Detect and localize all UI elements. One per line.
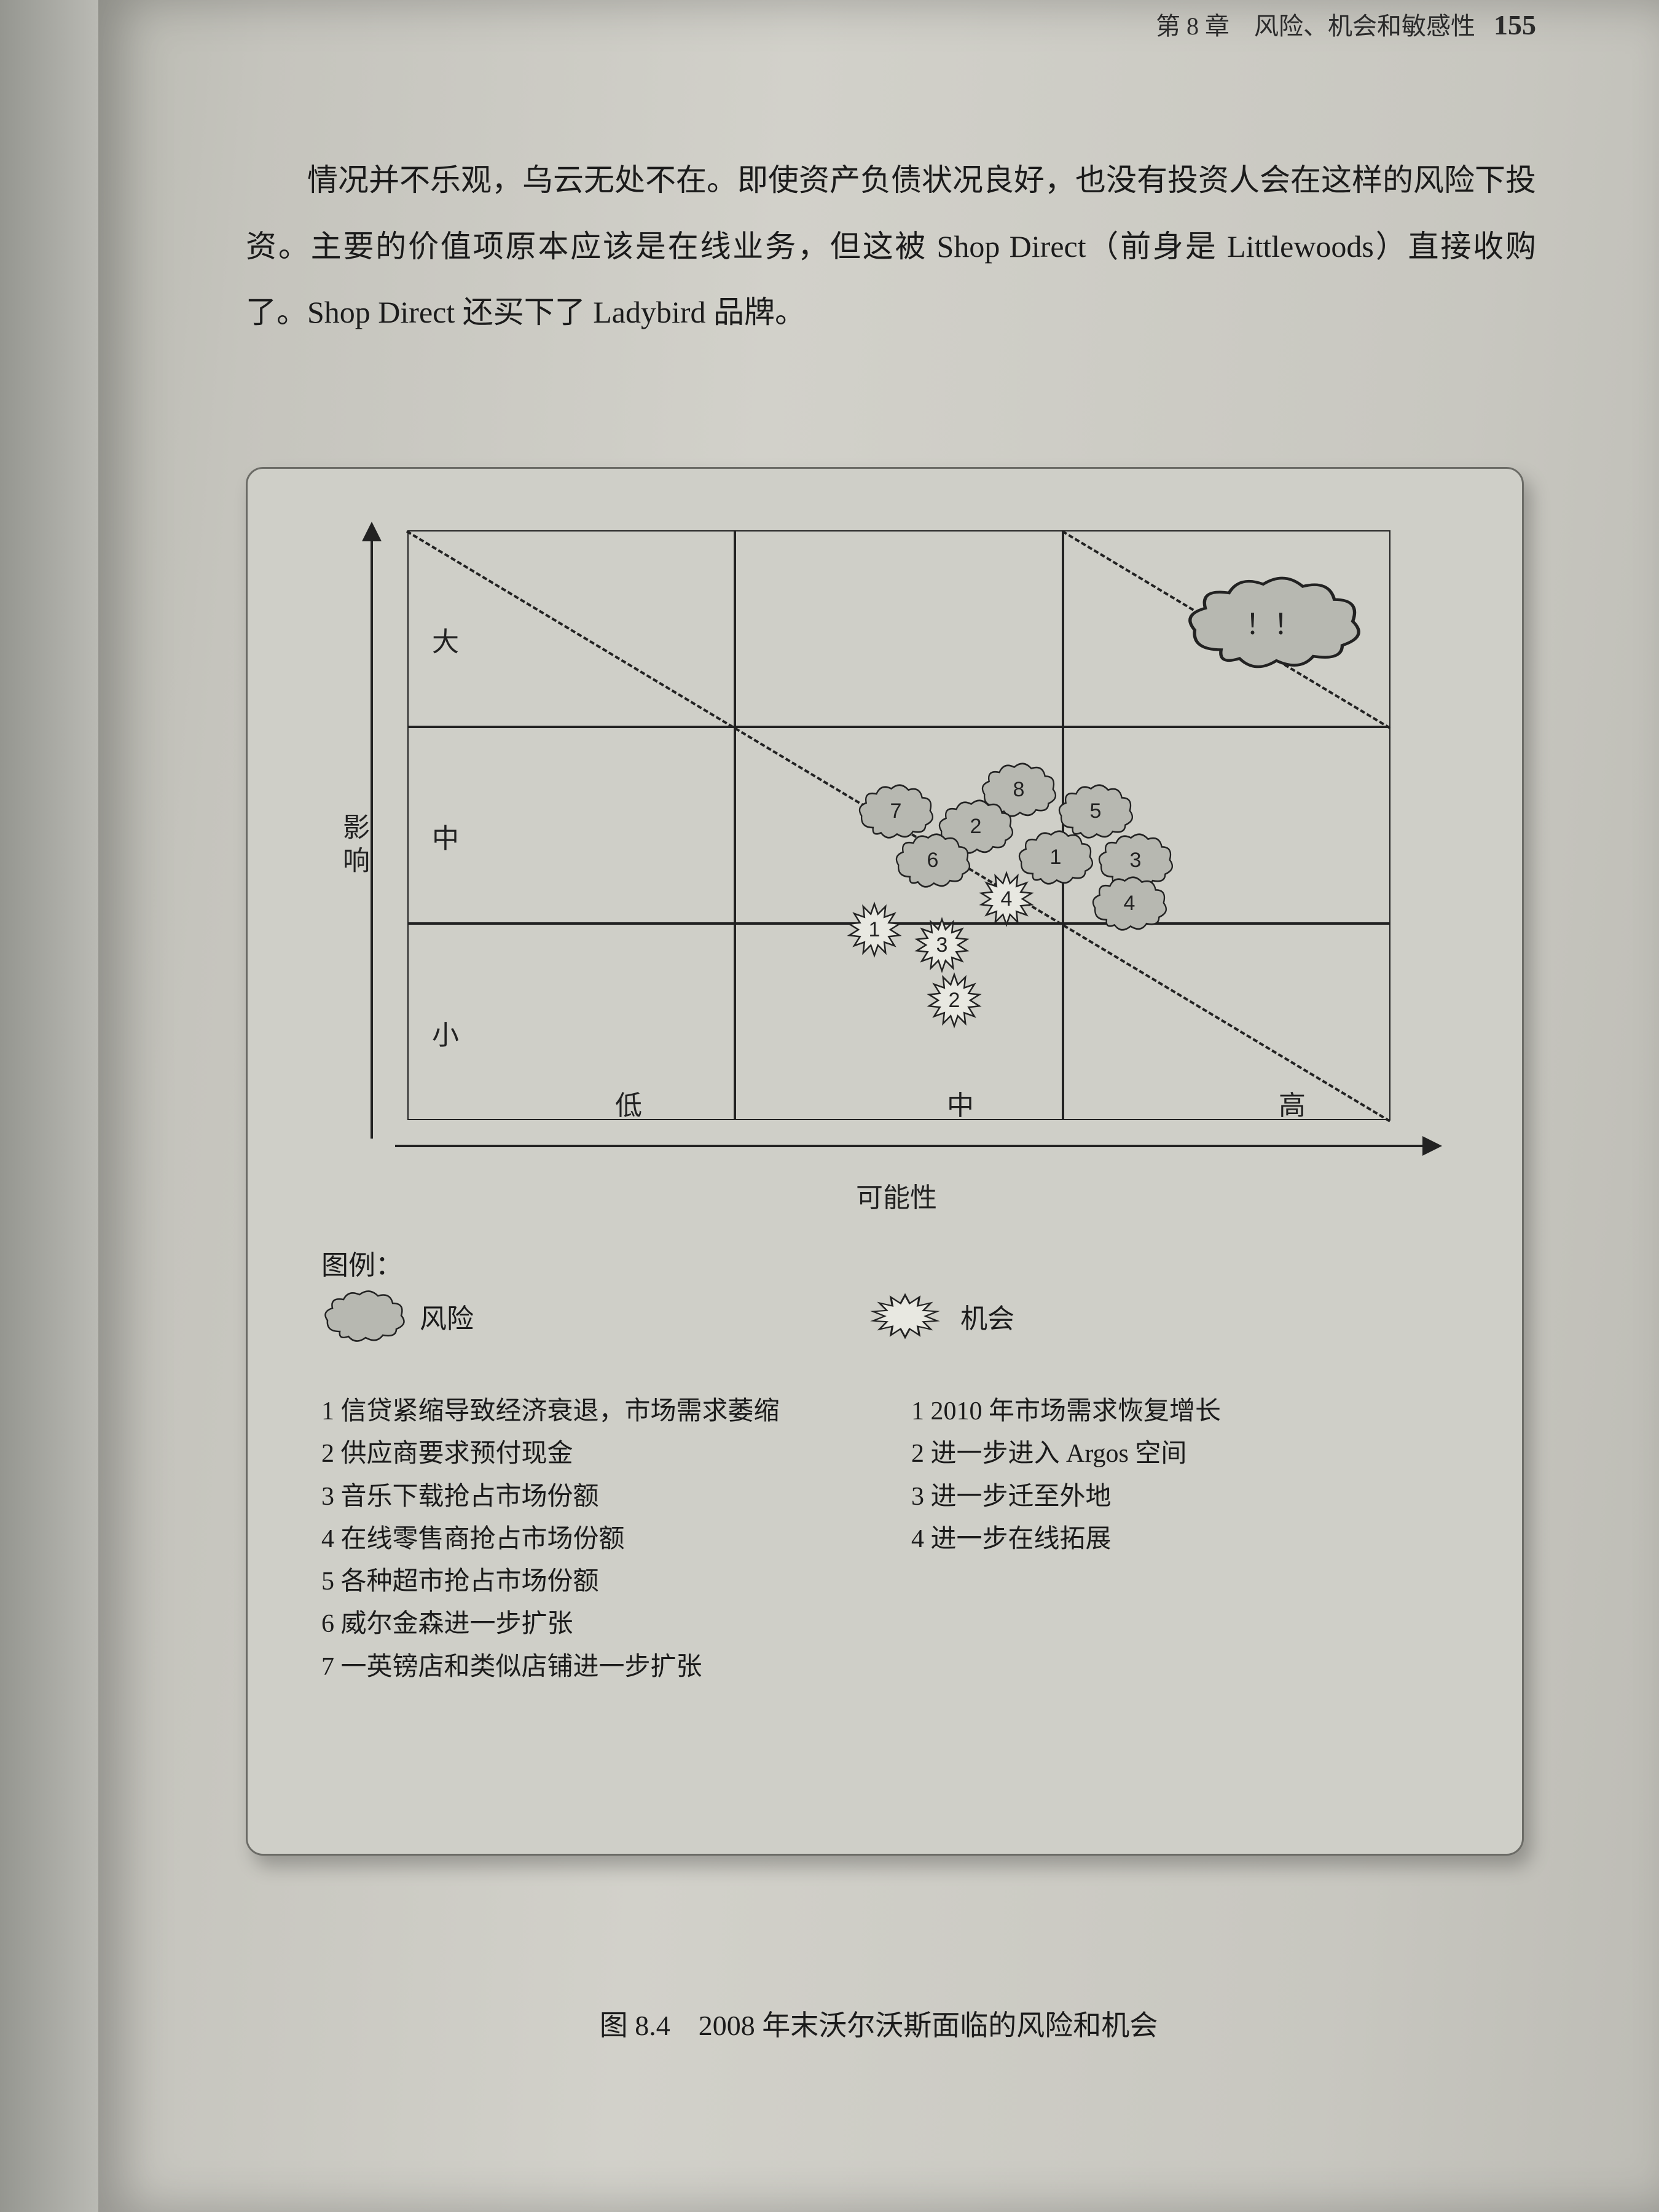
legend-opportunity: 机会	[862, 1288, 1354, 1344]
page-number: 155	[1494, 9, 1536, 41]
x-tick-label: 低	[615, 1083, 642, 1123]
legend-lists: 1 信贷紧缩导致经济衰退，市场需求萎缩2 供应商要求预付现金3 音乐下载抢占市场…	[321, 1390, 1452, 1688]
sun-icon	[862, 1288, 948, 1344]
legend-opp-label: 机会	[960, 1296, 1014, 1336]
legend-risk: 风险	[321, 1288, 813, 1344]
legend-title: 图例：	[321, 1243, 1452, 1282]
y-tick-label: 大	[423, 627, 462, 654]
risk-list-item: 4 在线零售商抢占市场份额	[321, 1518, 862, 1561]
opportunity-sun: 1	[841, 896, 908, 963]
legend-risk-label: 风险	[420, 1296, 474, 1336]
risk-list-item: 2 供应商要求预付现金	[321, 1433, 862, 1475]
legend: 图例： 风险 机会	[321, 1243, 1452, 1344]
risk-cloud: 4	[1089, 874, 1169, 933]
x-tick-label: 中	[947, 1083, 974, 1123]
risk-list-item: 7 一英镑店和类似店铺进一步扩张	[321, 1646, 862, 1688]
risk-matrix-chart: 影响 可能性 大中小低中高 ！！782561344132	[321, 518, 1452, 1206]
x-tick-label: 高	[1279, 1083, 1306, 1123]
book-page: 第 8 章 风险、机会和敏感性 155 情况并不乐观，乌云无处不在。即使资产负债…	[98, 0, 1659, 2212]
risk-cloud-big: ！！	[1182, 573, 1366, 672]
y-tick-label: 小	[423, 1021, 462, 1048]
risk-list-item: 1 信贷紧缩导致经济衰退，市场需求萎缩	[321, 1390, 862, 1433]
risk-list: 1 信贷紧缩导致经济衰退，市场需求萎缩2 供应商要求预付现金3 音乐下载抢占市场…	[321, 1390, 862, 1688]
risk-list-item: 3 音乐下载抢占市场份额	[321, 1476, 862, 1518]
grid-cell	[735, 530, 1062, 727]
x-axis-arrow	[395, 1145, 1440, 1147]
chapter-label: 第 8 章 风险、机会和敏感性	[1156, 12, 1475, 40]
opportunity-list-item: 3 进一步迁至外地	[911, 1476, 1452, 1518]
figure-caption: 图 8.4 2008 年末沃尔沃斯面临的风险和机会	[98, 2003, 1659, 2044]
opportunity-list-item: 4 进一步在线拓展	[911, 1518, 1452, 1561]
body-paragraph: 情况并不乐观，乌云无处不在。即使资产负债状况良好，也没有投资人会在这样的风险下投…	[246, 147, 1536, 346]
opportunity-list-item: 1 2010 年市场需求恢复增长	[911, 1390, 1452, 1433]
y-axis-label: 影响	[334, 813, 373, 879]
risk-list-item: 5 各种超市抢占市场份额	[321, 1561, 862, 1603]
risk-list-item: 6 威尔金森进一步扩张	[321, 1603, 862, 1645]
opportunity-list-item: 2 进一步进入 Argos 空间	[911, 1433, 1452, 1475]
opportunity-list: 1 2010 年市场需求恢复增长2 进一步进入 Argos 空间3 进一步迁至外…	[911, 1390, 1452, 1688]
x-axis-label: 可能性	[856, 1175, 937, 1215]
running-header: 第 8 章 风险、机会和敏感性 155	[1156, 6, 1536, 42]
risk-cloud: 6	[893, 831, 973, 890]
opportunity-sun: 2	[920, 967, 988, 1034]
opportunity-sun: 4	[973, 865, 1040, 933]
y-tick-label: 中	[423, 824, 462, 851]
left-page-margin	[0, 0, 98, 2212]
figure-8-4: 影响 可能性 大中小低中高 ！！782561344132 图例： 风险 机会 1…	[246, 467, 1524, 1856]
cloud-icon	[321, 1288, 407, 1344]
